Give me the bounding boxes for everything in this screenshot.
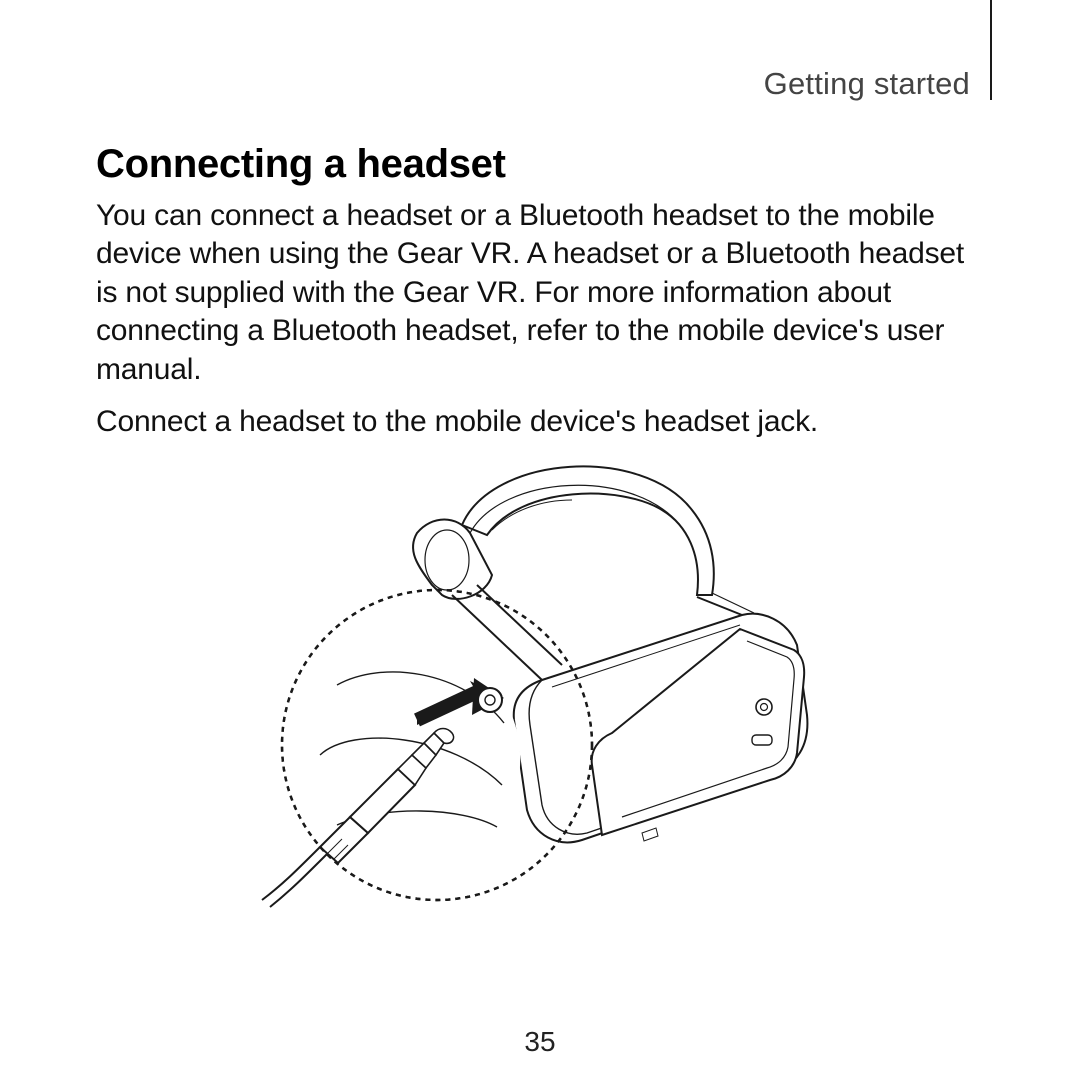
gear-vr-line-art-icon xyxy=(242,455,842,935)
corner-rule xyxy=(990,0,992,100)
section-label: Getting started xyxy=(764,66,970,102)
body-paragraph-2: Connect a headset to the mobile device's… xyxy=(96,403,988,441)
page-heading: Connecting a headset xyxy=(96,142,988,187)
page-header: Getting started xyxy=(96,52,988,112)
headset-illustration xyxy=(242,455,842,935)
page-number: 35 xyxy=(0,1026,1080,1058)
body-paragraph-1: You can connect a headset or a Bluetooth… xyxy=(96,197,988,389)
manual-page: Getting started Connecting a headset You… xyxy=(0,0,1080,1080)
